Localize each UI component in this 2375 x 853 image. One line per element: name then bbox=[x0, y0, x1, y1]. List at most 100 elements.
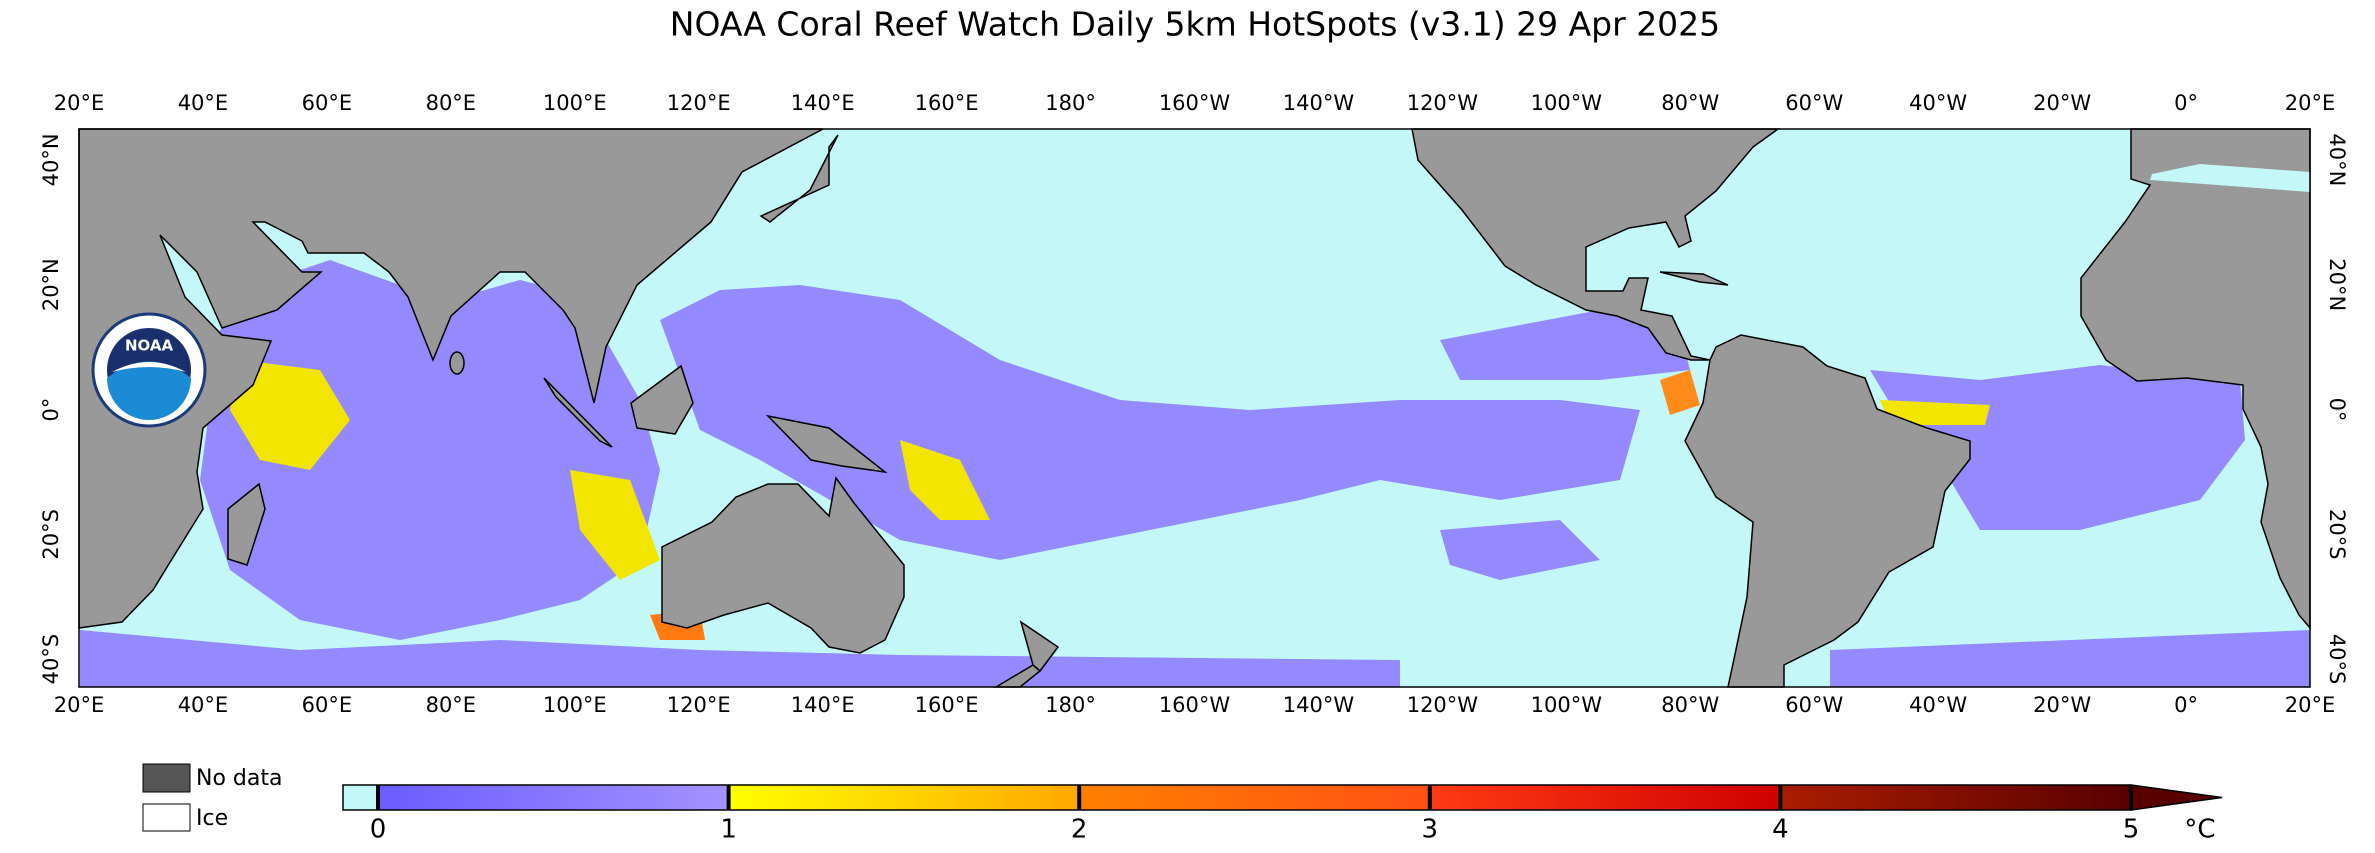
no-data-label: No data bbox=[196, 766, 282, 791]
lon-label-bottom: 40°W bbox=[1909, 693, 1967, 717]
ice-label: Ice bbox=[196, 806, 228, 831]
lon-label-top: 20°E bbox=[2285, 91, 2336, 115]
lon-label-bottom: 80°E bbox=[426, 693, 477, 717]
lon-label-top: 80°E bbox=[426, 91, 477, 115]
lon-label-top: 60°W bbox=[1785, 91, 1843, 115]
noaa-logo: NOAA bbox=[91, 312, 207, 428]
warm-spot bbox=[900, 440, 990, 520]
colorbar-tick-label: 0 bbox=[370, 815, 387, 845]
colorbar-segment bbox=[728, 785, 1080, 810]
lon-label-bottom: 180° bbox=[1045, 693, 1096, 717]
colorbar-segment bbox=[378, 785, 729, 810]
lon-label-top: 20°W bbox=[2033, 91, 2091, 115]
colorbar-tick-label: 4 bbox=[1772, 815, 1789, 845]
logo-wave bbox=[107, 361, 191, 420]
lon-label-top: 80°W bbox=[1661, 91, 1719, 115]
land bbox=[78, 128, 2311, 688]
lon-label-top: 160°E bbox=[915, 91, 979, 115]
lon-label-top: 40°W bbox=[1909, 91, 1967, 115]
lat-label-left: 40°N bbox=[39, 133, 63, 186]
lon-label-bottom: 40°E bbox=[178, 693, 229, 717]
logo-bird bbox=[112, 362, 186, 372]
sumatra bbox=[543, 377, 613, 448]
lat-label-right: 20°S bbox=[2325, 509, 2349, 560]
lon-label-top: 120°W bbox=[1407, 91, 1479, 115]
colorbar-tick-label: 1 bbox=[720, 815, 737, 845]
lon-label-bottom: 100°W bbox=[1531, 693, 1603, 717]
australia bbox=[661, 476, 905, 654]
lat-label-right: 40°N bbox=[2325, 133, 2349, 186]
above-range-arrow bbox=[2130, 784, 2223, 811]
lon-label-bottom: 20°W bbox=[2033, 693, 2091, 717]
lat-label-right: 0° bbox=[2325, 398, 2349, 422]
title: NOAA Coral Reef Watch Daily 5km HotSpots… bbox=[670, 5, 1720, 44]
lon-label-top: 120°E bbox=[667, 91, 731, 115]
below-range-cell bbox=[343, 785, 378, 810]
lon-label-top: 60°E bbox=[302, 91, 353, 115]
colorbar-segment bbox=[1429, 785, 1781, 810]
south-pacific-hotspot bbox=[1440, 520, 1600, 580]
japan bbox=[759, 134, 839, 223]
americas bbox=[1411, 128, 1971, 688]
map: NOAA bbox=[78, 128, 2311, 688]
eurasia-africa bbox=[78, 128, 824, 629]
pacific-hotspot bbox=[660, 285, 1640, 560]
warm-spot bbox=[570, 470, 660, 580]
lon-label-bottom: 140°E bbox=[791, 693, 855, 717]
lon-label-bottom: 20°E bbox=[2285, 693, 2336, 717]
indian-ocean-hotspot bbox=[200, 260, 660, 640]
lon-label-top: 0° bbox=[2174, 91, 2198, 115]
lon-label-top: 100°W bbox=[1531, 91, 1603, 115]
cuba bbox=[1659, 271, 1729, 286]
lon-label-bottom: 120°W bbox=[1407, 693, 1479, 717]
new-guinea bbox=[765, 414, 888, 474]
lat-label-left: 20°N bbox=[39, 258, 63, 311]
eastern-pacific-hotspot bbox=[1440, 310, 1690, 380]
colorbar-tick-label: 3 bbox=[1422, 815, 1439, 845]
lon-label-top: 140°W bbox=[1283, 91, 1355, 115]
lon-label-top: 160°W bbox=[1159, 91, 1231, 115]
map-frame bbox=[78, 128, 2311, 688]
warm-spot bbox=[1660, 370, 1700, 415]
warm-spot bbox=[1880, 400, 1990, 425]
colorbar-segment bbox=[1079, 785, 1430, 810]
lon-label-bottom: 60°E bbox=[302, 693, 353, 717]
lon-label-bottom: 160°E bbox=[915, 693, 979, 717]
lon-label-top: 20°E bbox=[54, 91, 105, 115]
lon-label-bottom: 100°E bbox=[543, 693, 607, 717]
logo-text: NOAA bbox=[125, 337, 174, 355]
warm-spot bbox=[230, 360, 350, 470]
colorbar-tick-label: 5 bbox=[2123, 815, 2140, 845]
lon-label-top: 100°E bbox=[543, 91, 607, 115]
lon-label-bottom: 140°W bbox=[1283, 693, 1355, 717]
lat-label-left: 20°S bbox=[39, 509, 63, 560]
ice-swatch bbox=[142, 803, 191, 832]
legend: No data Ice bbox=[142, 763, 282, 832]
europe-africa bbox=[2080, 128, 2311, 631]
lat-label-right: 40°S bbox=[2325, 634, 2349, 685]
lon-label-bottom: 20°E bbox=[54, 693, 105, 717]
lat-label-left: 40°S bbox=[39, 634, 63, 685]
lon-label-bottom: 60°W bbox=[1785, 693, 1843, 717]
hotspot-areas bbox=[80, 260, 2310, 687]
colorbar: 0 1 2 3 4 5 °C bbox=[342, 784, 2223, 845]
lon-label-top: 140°E bbox=[791, 91, 855, 115]
borneo bbox=[630, 364, 694, 435]
lon-label-bottom: 120°E bbox=[667, 693, 731, 717]
colorbar-segment bbox=[1780, 785, 2131, 810]
lon-label-bottom: 80°W bbox=[1661, 693, 1719, 717]
madagascar bbox=[227, 482, 266, 566]
southern-hotspot bbox=[80, 630, 1400, 687]
lon-label-top: 40°E bbox=[178, 91, 229, 115]
south-atlantic-hotspot bbox=[1830, 630, 2310, 687]
lon-label-bottom: 160°W bbox=[1159, 693, 1231, 717]
sri-lanka bbox=[449, 351, 465, 375]
lat-label-right: 20°N bbox=[2325, 258, 2349, 311]
colorbar-unit: °C bbox=[2184, 815, 2215, 845]
lon-label-bottom: 0° bbox=[2174, 693, 2198, 717]
lat-label-left: 0° bbox=[39, 398, 63, 422]
colorbar-tick-label: 2 bbox=[1071, 815, 1088, 845]
no-data-swatch bbox=[142, 763, 191, 793]
lon-label-top: 180° bbox=[1045, 91, 1096, 115]
